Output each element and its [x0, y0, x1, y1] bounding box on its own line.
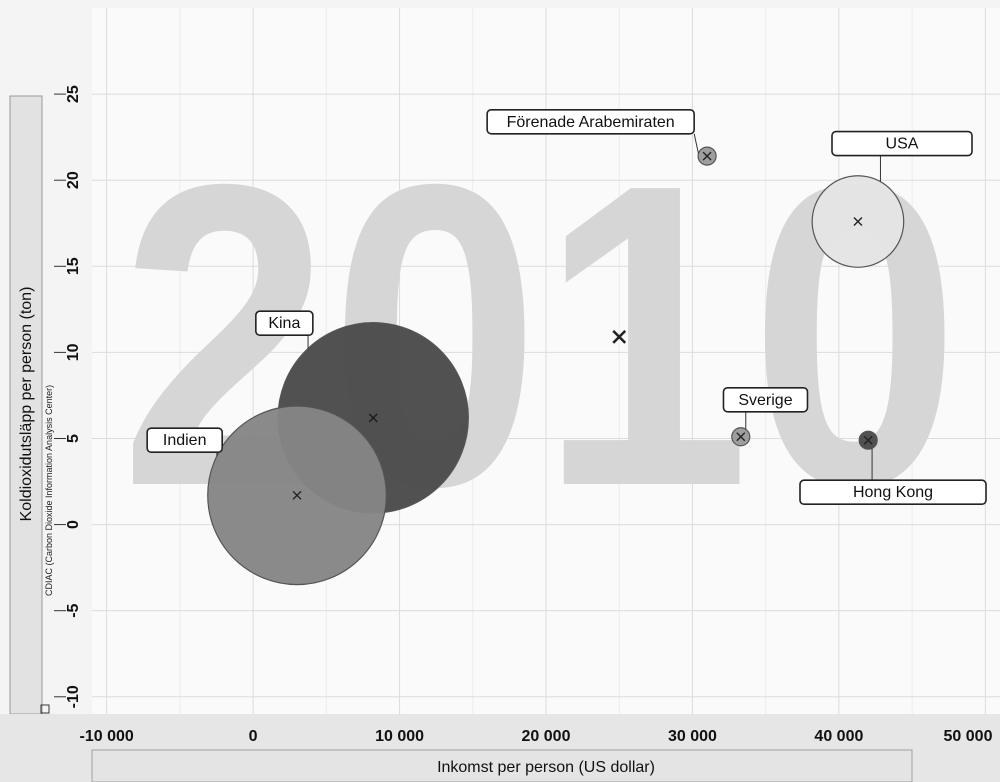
- y-axis-title: Koldioxidutsläpp per person (ton): [18, 287, 35, 522]
- x-axis-title: Inkomst per person (US dollar): [437, 759, 655, 776]
- bubble-center-marker: [702, 151, 712, 161]
- bubble-label: Indien: [163, 432, 207, 449]
- y-tick-label: 20: [65, 171, 82, 189]
- bubble-label: Sverige: [738, 392, 792, 409]
- bubble-center-marker: [853, 217, 863, 227]
- y-tick-label: 5: [65, 434, 82, 443]
- y-tick-label: -10: [65, 685, 82, 708]
- bubble-center-marker: [612, 329, 627, 344]
- bubble-label-box[interactable]: [799, 479, 987, 506]
- x-tick-label: -10 000: [80, 728, 134, 745]
- x-tick-label: 40 000: [814, 728, 863, 745]
- bubble-center-marker: [292, 490, 302, 500]
- x-axis-panel[interactable]: [91, 749, 913, 782]
- bubble-label: Förenade Arabemiraten: [507, 114, 675, 131]
- x-tick-label: 10 000: [375, 728, 424, 745]
- y-tick-labels: -10 -5 0 5 10 15 20 25: [54, 85, 82, 708]
- bubble-label-box[interactable]: [255, 310, 314, 337]
- bubble-center-marker: [863, 435, 873, 445]
- bubble-layer: [207, 146, 905, 586]
- bubble-label: Hong Kong: [853, 484, 933, 501]
- label-layer: Kina Indien Förenade Arabemiraten USA Sverig…: [146, 108, 987, 506]
- bubble-label-box[interactable]: [146, 427, 223, 453]
- x-tick-labels: -10 000 0 10 000 20 000 30 000 40 000 50 000: [80, 728, 993, 745]
- bubble-center-marker: [736, 432, 746, 442]
- source-label: CDIAC (Carbon Dioxide Information Analys…: [44, 385, 54, 596]
- y-axis-panel[interactable]: [9, 95, 43, 715]
- y-tick-label: 15: [65, 257, 82, 275]
- y-tick-label: -5: [65, 603, 82, 617]
- bubble-label-box[interactable]: [486, 108, 695, 135]
- bubble-center-marker: [368, 413, 378, 423]
- label-leader-line: [693, 133, 699, 154]
- table-icon[interactable]: [40, 704, 50, 714]
- x-tick-label: 50 000: [944, 728, 993, 745]
- y-tick-label: 25: [65, 85, 82, 103]
- x-tick-label: 20 000: [522, 728, 571, 745]
- bubble-label: USA: [886, 136, 919, 153]
- y-tick-label: 0: [65, 520, 82, 529]
- bubble-label-box[interactable]: [722, 386, 809, 413]
- y-tick-label: 10: [65, 343, 82, 361]
- x-tick-label: 30 000: [668, 728, 717, 745]
- x-tick-label: 0: [249, 728, 258, 745]
- bubble-label: Kina: [268, 315, 300, 332]
- bubble-label-box[interactable]: [831, 130, 973, 157]
